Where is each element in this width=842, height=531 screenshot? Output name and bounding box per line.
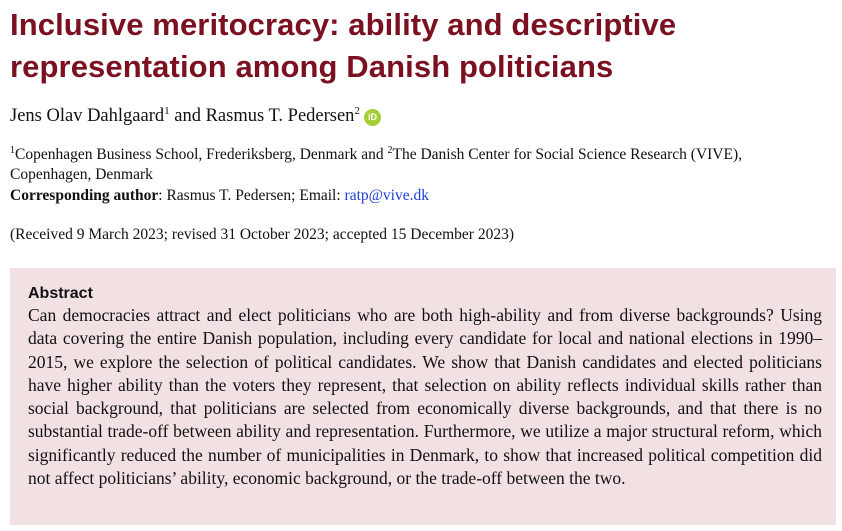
author-connector: and: [169, 106, 206, 126]
paper-title: Inclusive meritocracy: ability and descr…: [10, 7, 677, 84]
orcid-icon[interactable]: iD: [363, 109, 381, 126]
abstract-heading: Abstract: [28, 285, 93, 302]
affiliation-text: Copenhagen Business School, Frederiksber…: [15, 146, 388, 163]
corresponding-author: Corresponding author: Rasmus T. Pedersen…: [10, 186, 429, 206]
corresponding-label: Corresponding author: [10, 187, 159, 204]
email-link[interactable]: ratp@vive.dk: [344, 187, 429, 204]
corresponding-text: : Rasmus T. Pedersen; Email:: [158, 187, 345, 204]
affiliation-text: The Danish Center for Social Science Res…: [10, 146, 742, 183]
author-line: Jens Olav Dahlgaard1 and Rasmus T. Peder…: [10, 103, 381, 129]
affiliations: 1Copenhagen Business School, Frederiksbe…: [10, 145, 825, 184]
affiliation-marker: 2: [387, 145, 393, 156]
received-dates: (Received 9 March 2023; revised 31 Octob…: [10, 226, 514, 243]
abstract-body: Can democracies attract and elect politi…: [28, 305, 822, 489]
affiliation-marker: 2: [354, 105, 360, 117]
abstract-box: Abstract Can democracies attract and ele…: [10, 268, 836, 525]
affiliation-marker: 1: [164, 105, 170, 117]
affiliation-marker: 1: [10, 145, 15, 156]
author-name: Rasmus T. Pedersen: [205, 106, 355, 126]
author-name: Jens Olav Dahlgaard: [10, 106, 165, 126]
